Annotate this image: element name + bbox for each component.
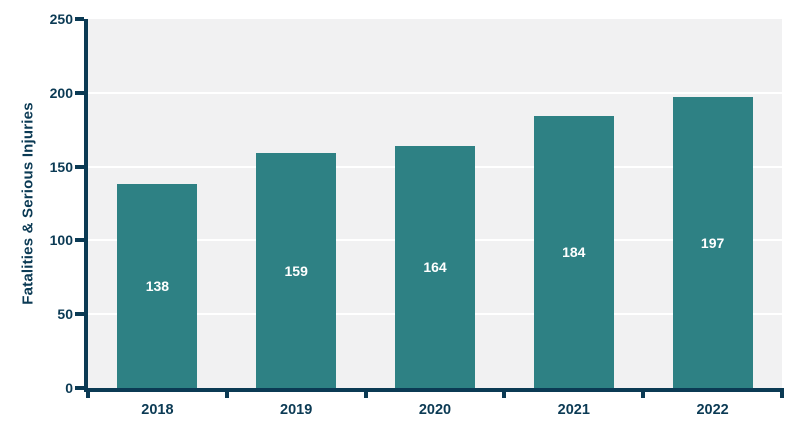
bar-value-label-2019: 159 <box>284 262 308 279</box>
x-tick-0 <box>86 389 90 398</box>
x-axis-label-2022: 2022 <box>696 402 729 418</box>
x-tick-5 <box>780 389 784 398</box>
y-tick-250 <box>75 17 84 21</box>
x-axis-line <box>84 388 784 392</box>
bar-2021 <box>533 116 614 388</box>
y-tick-100 <box>75 238 84 243</box>
bar-2018 <box>117 184 198 388</box>
y-tick-label-50: 50 <box>57 306 73 323</box>
x-axis-label-2021: 2021 <box>557 402 590 418</box>
bar-value-label-2021: 184 <box>562 244 586 261</box>
x-axis-label-2020: 2020 <box>418 402 452 418</box>
y-tick-0 <box>75 386 84 390</box>
x-axis-label-2019: 2019 <box>280 402 313 418</box>
gridline-200 <box>88 91 782 94</box>
x-axis-label-2018: 2018 <box>141 402 174 418</box>
bar-2022 <box>672 97 753 388</box>
x-tick-3 <box>502 389 507 398</box>
x-tick-1 <box>224 389 229 398</box>
bar-2019 <box>256 153 337 388</box>
y-tick-label-250: 250 <box>49 11 73 27</box>
y-tick-label-150: 150 <box>49 158 73 175</box>
bar-value-label-2020: 164 <box>423 259 447 275</box>
y-axis-line <box>84 19 88 392</box>
y-tick-200 <box>75 90 84 95</box>
bar-value-label-2018: 138 <box>145 278 170 295</box>
x-tick-2 <box>363 389 368 398</box>
y-tick-label-100: 100 <box>49 232 73 249</box>
y-axis-title: Fatalities & Serious Injuries <box>19 101 37 305</box>
y-tick-label-200: 200 <box>49 84 73 101</box>
bar-value-label-2022: 197 <box>700 234 725 251</box>
y-tick-150 <box>75 164 84 169</box>
y-tick-50 <box>75 312 84 317</box>
y-tick-label-0: 0 <box>65 380 73 396</box>
bar-2020 <box>395 145 475 388</box>
x-tick-4 <box>641 389 646 398</box>
